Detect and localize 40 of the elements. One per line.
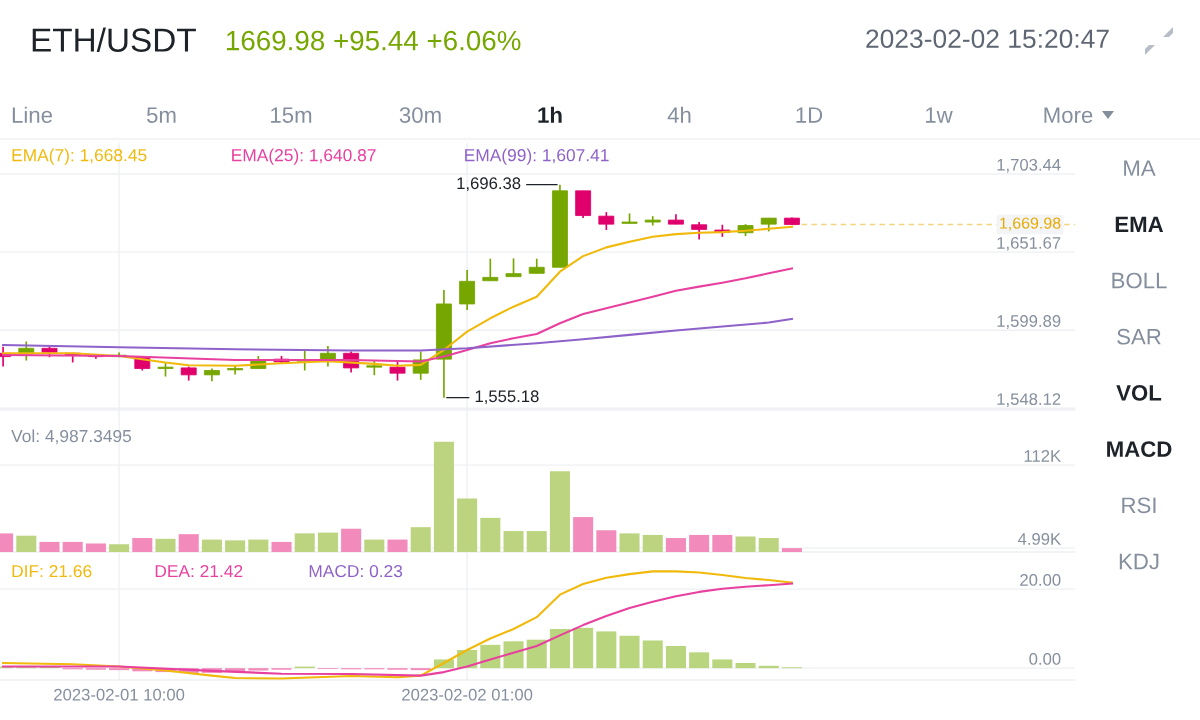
text: 1D [796, 107, 823, 123]
text: EMA(25): 1,640.87 [232, 148, 376, 165]
text: EMA(99): 1,607.41 [465, 148, 609, 165]
annotation: MACD: 0.23 [309, 564, 403, 578]
text: Line [12, 106, 53, 123]
y-tick-label: 1,548.12 [997, 393, 1061, 407]
text: 30m [399, 107, 441, 123]
annotation: 1,696.38 [457, 177, 521, 192]
y-tick-label: 4.99K [1017, 533, 1061, 545]
x-tick-label: 2023-02-02 01:00 [402, 688, 533, 701]
y-tick-label: 1,703.44 [997, 158, 1061, 173]
text: EMA(7): 1,668.45 [12, 148, 147, 165]
text: MA [1124, 160, 1156, 176]
text: SAR [1117, 328, 1161, 345]
text: KDJ [1119, 553, 1159, 570]
text: RSI [1122, 497, 1156, 514]
text: 5m [146, 107, 176, 123]
y-tick-label: 20.00 [1020, 574, 1061, 586]
text: DIF: 21.66 [12, 564, 92, 578]
y-tick-label: 1,651.67 [997, 237, 1061, 251]
annotation: 1,555.18 [475, 390, 539, 405]
text: 1669.98 +95.44 +6.06% [226, 30, 521, 51]
annotation: Vol: 4,987.3495 [11, 429, 132, 445]
text: MACD [1107, 441, 1172, 457]
text: 15m [271, 107, 312, 123]
y-tick-label: 0.00 [1029, 653, 1061, 665]
text: 1h [538, 106, 562, 123]
text: ETH/USDT [32, 27, 196, 52]
text: VOL [1116, 385, 1162, 401]
text: 2023-02-02 15:20:47 [866, 29, 1109, 49]
text: EMA [1115, 216, 1164, 232]
text: 1w [925, 107, 953, 123]
ref-line-label: 1,669.98 [1000, 217, 1061, 231]
text: 4h [667, 106, 691, 123]
y-tick-label: 1,599.89 [997, 315, 1061, 329]
x-tick-label: 2023-02-01 10:00 [54, 688, 185, 701]
text: DEA: 21.42 [155, 564, 243, 578]
text: BOLL [1112, 272, 1167, 289]
text: More [1044, 107, 1093, 123]
y-tick-label: 112K [1024, 450, 1061, 462]
